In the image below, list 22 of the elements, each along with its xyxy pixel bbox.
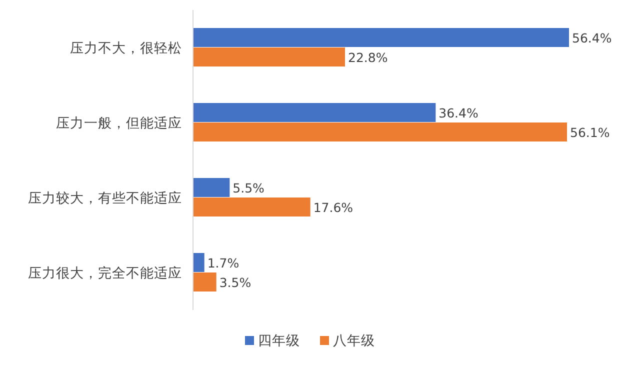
data-label: 3.5% <box>219 274 252 290</box>
data-label: 56.4% <box>572 30 612 46</box>
legend-label: 八年级 <box>333 333 375 349</box>
bar <box>193 178 230 197</box>
bar <box>193 198 310 216</box>
y-tick-label: 压力较大，有些不能适应 <box>28 190 182 206</box>
data-label: 17.6% <box>313 200 354 215</box>
bar <box>193 48 345 66</box>
y-tick-label: 压力很大，完全不能适应 <box>28 266 182 282</box>
bar <box>193 253 204 272</box>
data-label: 1.7% <box>207 255 240 270</box>
bar <box>193 103 436 122</box>
data-label: 22.8% <box>348 50 388 65</box>
data-label: 56.1% <box>570 124 610 140</box>
bar <box>193 272 216 292</box>
bar <box>193 28 569 47</box>
legend-label: 四年级 <box>258 333 300 349</box>
data-label: 5.5% <box>232 180 265 196</box>
y-tick-label: 压力一般，但能适应 <box>56 116 182 132</box>
y-tick-label: 压力不大，很轻松 <box>70 40 182 56</box>
bar <box>193 122 567 142</box>
data-label: 36.4% <box>438 105 478 120</box>
